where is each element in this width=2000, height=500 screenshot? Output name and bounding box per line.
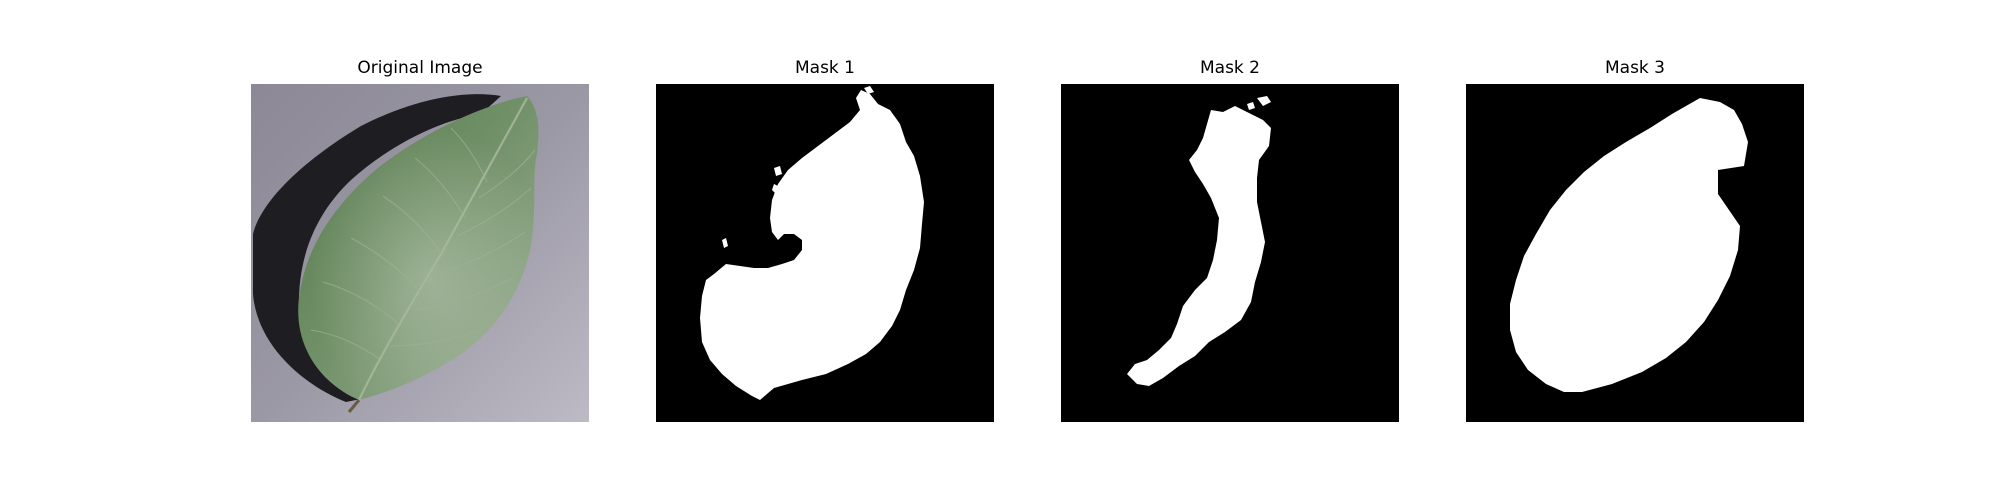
panel-mask-3: Mask 3	[1466, 0, 1804, 500]
panel-title: Mask 1	[656, 58, 994, 78]
panel-title: Mask 2	[1061, 58, 1399, 78]
panel-title: Original Image	[251, 58, 589, 78]
panel-mask-2: Mask 2	[1061, 0, 1399, 500]
original-leaf-image	[251, 84, 589, 422]
panel-mask-1: Mask 1	[656, 0, 994, 500]
mask-1-image	[656, 84, 994, 422]
panel-original-image: Original Image	[251, 0, 589, 500]
mask-3-image	[1466, 84, 1804, 422]
mask-2-image	[1061, 84, 1399, 422]
panel-title: Mask 3	[1466, 58, 1804, 78]
